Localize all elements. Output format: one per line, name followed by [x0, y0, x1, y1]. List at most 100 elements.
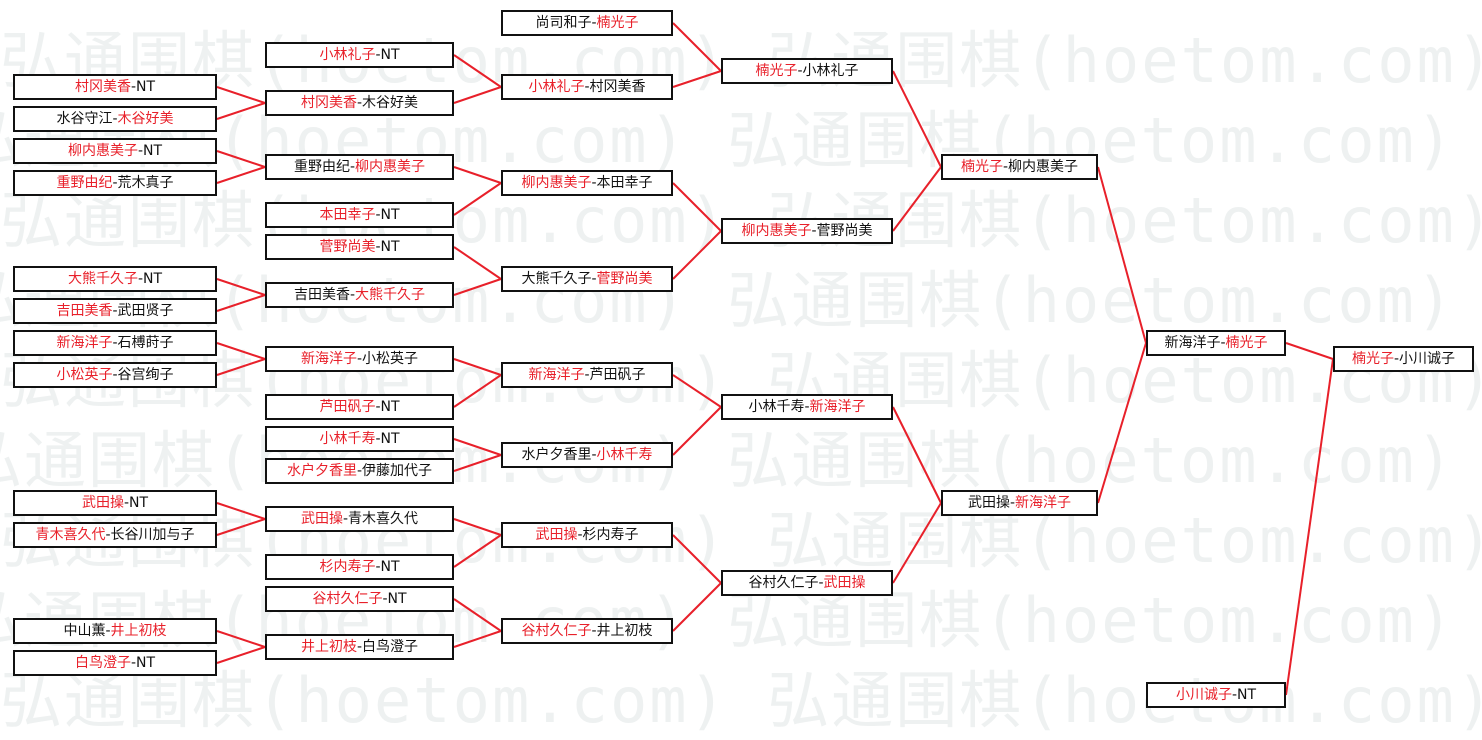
bracket-connector [216, 502, 266, 520]
bracket-connector [216, 166, 266, 184]
player-left: 新海洋子 [1164, 335, 1221, 351]
player-left: 重野由纪 [293, 159, 350, 175]
player-right: 白鸟澄子 [362, 639, 419, 655]
player-right: 武田操 [823, 575, 866, 591]
separator: - [342, 511, 349, 527]
player-left: 吉田美香 [56, 303, 113, 319]
player-left: 楠光子 [755, 63, 798, 79]
separator: - [1220, 335, 1226, 351]
player-right: NT [380, 207, 400, 223]
separator: - [811, 223, 817, 239]
match-box: 尚司和子 - 楠光子 [501, 10, 673, 36]
match-box: 重野由纪 - 柳内惠美子 [265, 154, 454, 180]
player-left: 杉内寿子 [319, 559, 376, 575]
separator: - [356, 463, 363, 479]
bracket-connector [453, 54, 502, 88]
match-box: 楠光子 - 柳内惠美子 [941, 154, 1098, 180]
player-left: 柳内惠美子 [741, 223, 812, 239]
separator: - [375, 431, 381, 447]
bracket-connector [216, 86, 266, 104]
match-box: 柳内惠美子 - NT [13, 138, 217, 164]
bracket-connector [216, 342, 266, 360]
match-box: 谷村久仁子 - NT [265, 586, 454, 612]
bracket-connector [453, 518, 502, 536]
player-right: 菅野尚美 [816, 223, 873, 239]
bracket-connector [892, 70, 942, 168]
player-right: 杉内寿子 [582, 527, 639, 543]
player-right: 荒木真子 [117, 175, 174, 191]
player-right: NT [380, 239, 400, 255]
player-right: 小林千寿 [596, 447, 653, 463]
player-right: 村冈美香 [589, 79, 646, 95]
match-box: 杉内寿子 - NT [265, 554, 454, 580]
player-right: 本田幸子 [596, 175, 653, 191]
player-right: 楠光子 [1225, 335, 1268, 351]
match-box: 楠光子 - 小川诚子 [1333, 346, 1474, 372]
player-left: 吉田美香 [293, 287, 350, 303]
player-right: NT [387, 591, 407, 607]
separator: - [375, 207, 381, 223]
separator: - [349, 159, 356, 175]
match-box: 大熊千久子 - 菅野尚美 [501, 266, 673, 292]
match-box: 小松英子 - 谷宫绚子 [13, 362, 217, 388]
player-right: 小川诚子 [1399, 351, 1456, 367]
match-box: 菅野尚美 - NT [265, 234, 454, 260]
bracket-connector [453, 166, 502, 184]
separator: - [1002, 159, 1009, 175]
player-left: 小川诚子 [1175, 687, 1232, 703]
bracket-lines [216, 22, 1334, 696]
separator: - [591, 447, 597, 463]
bracket-connector [672, 534, 722, 584]
player-left: 村冈美香 [74, 79, 131, 95]
bracket-connector [453, 598, 502, 632]
match-box: 武田操 - NT [13, 490, 217, 516]
player-right: 井上初枝 [596, 623, 653, 639]
bracket-connector [1097, 342, 1147, 504]
player-left: 大熊千久子 [521, 271, 592, 287]
separator: - [591, 623, 597, 639]
separator: - [137, 143, 144, 159]
match-box: 吉田美香 - 武田贤子 [13, 298, 217, 324]
separator: - [112, 335, 118, 351]
bracket-connector [453, 358, 502, 376]
match-box: 新海洋子 - 芦田矾子 [501, 362, 673, 388]
separator: - [375, 47, 381, 63]
player-left: 白鸟澄子 [74, 655, 131, 671]
match-box: 水谷守江 - 木谷好美 [13, 106, 217, 132]
player-left: 楠光子 [960, 159, 1003, 175]
bracket-connector [672, 582, 722, 632]
separator: - [584, 367, 590, 383]
match-box: 水户夕香里 - 小林千寿 [501, 442, 673, 468]
match-box: 村冈美香 - NT [13, 74, 217, 100]
separator: - [112, 303, 118, 319]
player-left: 本田幸子 [319, 207, 376, 223]
player-left: 重野由纪 [56, 175, 113, 191]
player-right: NT [380, 431, 400, 447]
player-left: 谷村久仁子 [521, 623, 592, 639]
bracket-connector [892, 406, 942, 504]
player-left: 芦田矾子 [319, 399, 376, 415]
player-right: NT [136, 79, 156, 95]
player-right: 楠光子 [596, 15, 639, 31]
bracket-connector [216, 102, 266, 120]
player-left: 小林千寿 [748, 399, 805, 415]
match-box: 谷村久仁子 - 武田操 [721, 570, 893, 596]
player-right: NT [380, 399, 400, 415]
player-left: 小林礼子 [528, 79, 585, 95]
separator: - [112, 111, 118, 127]
player-left: 武田操 [535, 527, 578, 543]
bracket-connector [453, 374, 502, 408]
player-left: 水户夕香里 [521, 447, 592, 463]
bracket-connector [453, 534, 502, 568]
player-right: 芦田矾子 [589, 367, 646, 383]
player-left: 大熊千久子 [67, 271, 138, 287]
player-right: 柳内惠美子 [355, 159, 426, 175]
bracket-connector [672, 22, 722, 72]
bracket-connector [672, 182, 722, 232]
separator: - [105, 623, 111, 639]
separator: - [1231, 687, 1238, 703]
match-box: 芦田矾子 - NT [265, 394, 454, 420]
match-box: 小林千寿 - NT [265, 426, 454, 452]
player-right: 小松英子 [362, 351, 419, 367]
separator: - [123, 495, 130, 511]
